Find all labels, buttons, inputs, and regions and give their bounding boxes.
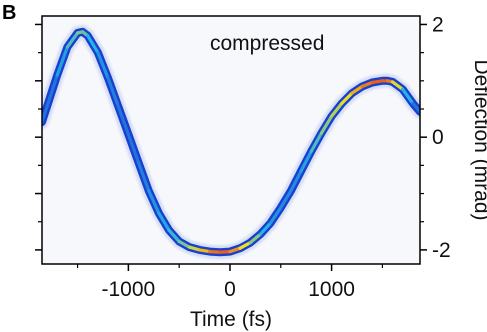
trace-segment — [126, 132, 141, 165]
trace-segment — [370, 79, 384, 85]
plot-frame — [41, 15, 421, 265]
trace-segment — [106, 76, 120, 108]
x-tick-label: 0 — [224, 278, 236, 301]
trace-segment — [299, 149, 313, 173]
trace-segment — [55, 45, 70, 77]
trace-segment — [208, 250, 222, 254]
trace-segment — [391, 80, 405, 91]
trace-segment — [147, 189, 161, 215]
trace-segment — [340, 91, 354, 106]
trace-segment — [86, 34, 100, 55]
trace-segment — [279, 189, 293, 210]
x-axis-ticks: -1000 0 1000 — [76, 264, 384, 301]
trace-segment — [360, 80, 374, 89]
trace-segment — [330, 101, 344, 118]
trace-segment — [116, 104, 130, 136]
trace-segment — [167, 228, 181, 244]
trace-segment — [157, 211, 171, 232]
panel-letter: B — [2, 2, 16, 24]
trace-segment — [319, 114, 334, 135]
y-tick-label: 2 — [432, 13, 444, 36]
trace-segment — [350, 84, 364, 95]
trace-segment — [309, 131, 323, 153]
trace-segment — [411, 101, 420, 114]
x-tick-label: -1000 — [102, 278, 156, 301]
y-axis-ticks: 2 0 -2 — [420, 13, 451, 262]
trace-segment — [238, 241, 252, 250]
trace-segment — [248, 232, 263, 245]
left-minor-ticks — [35, 23, 42, 251]
trace-segment — [177, 239, 191, 249]
y-tick-label: 0 — [432, 126, 444, 149]
y-tick-label: -2 — [432, 239, 451, 262]
trace-segment — [187, 245, 202, 252]
chart-annotation: compressed — [210, 32, 324, 55]
trace-segment — [197, 248, 212, 254]
trace-segment — [218, 250, 232, 254]
trace-segment — [258, 221, 273, 236]
trace-segment — [136, 160, 151, 193]
trace-segment — [42, 73, 59, 124]
trace-segment — [269, 206, 283, 225]
trace-segment — [96, 50, 110, 80]
trace-segment — [289, 169, 303, 193]
trace-layer — [42, 24, 420, 260]
trace-segment — [228, 246, 242, 254]
trace-segment — [65, 31, 80, 49]
trace-segment — [401, 87, 415, 106]
x-tick-label: 1000 — [308, 278, 355, 301]
y-axis-title: Deflection (mrad) — [470, 59, 487, 220]
x-axis-title: Time (fs) — [190, 308, 272, 331]
